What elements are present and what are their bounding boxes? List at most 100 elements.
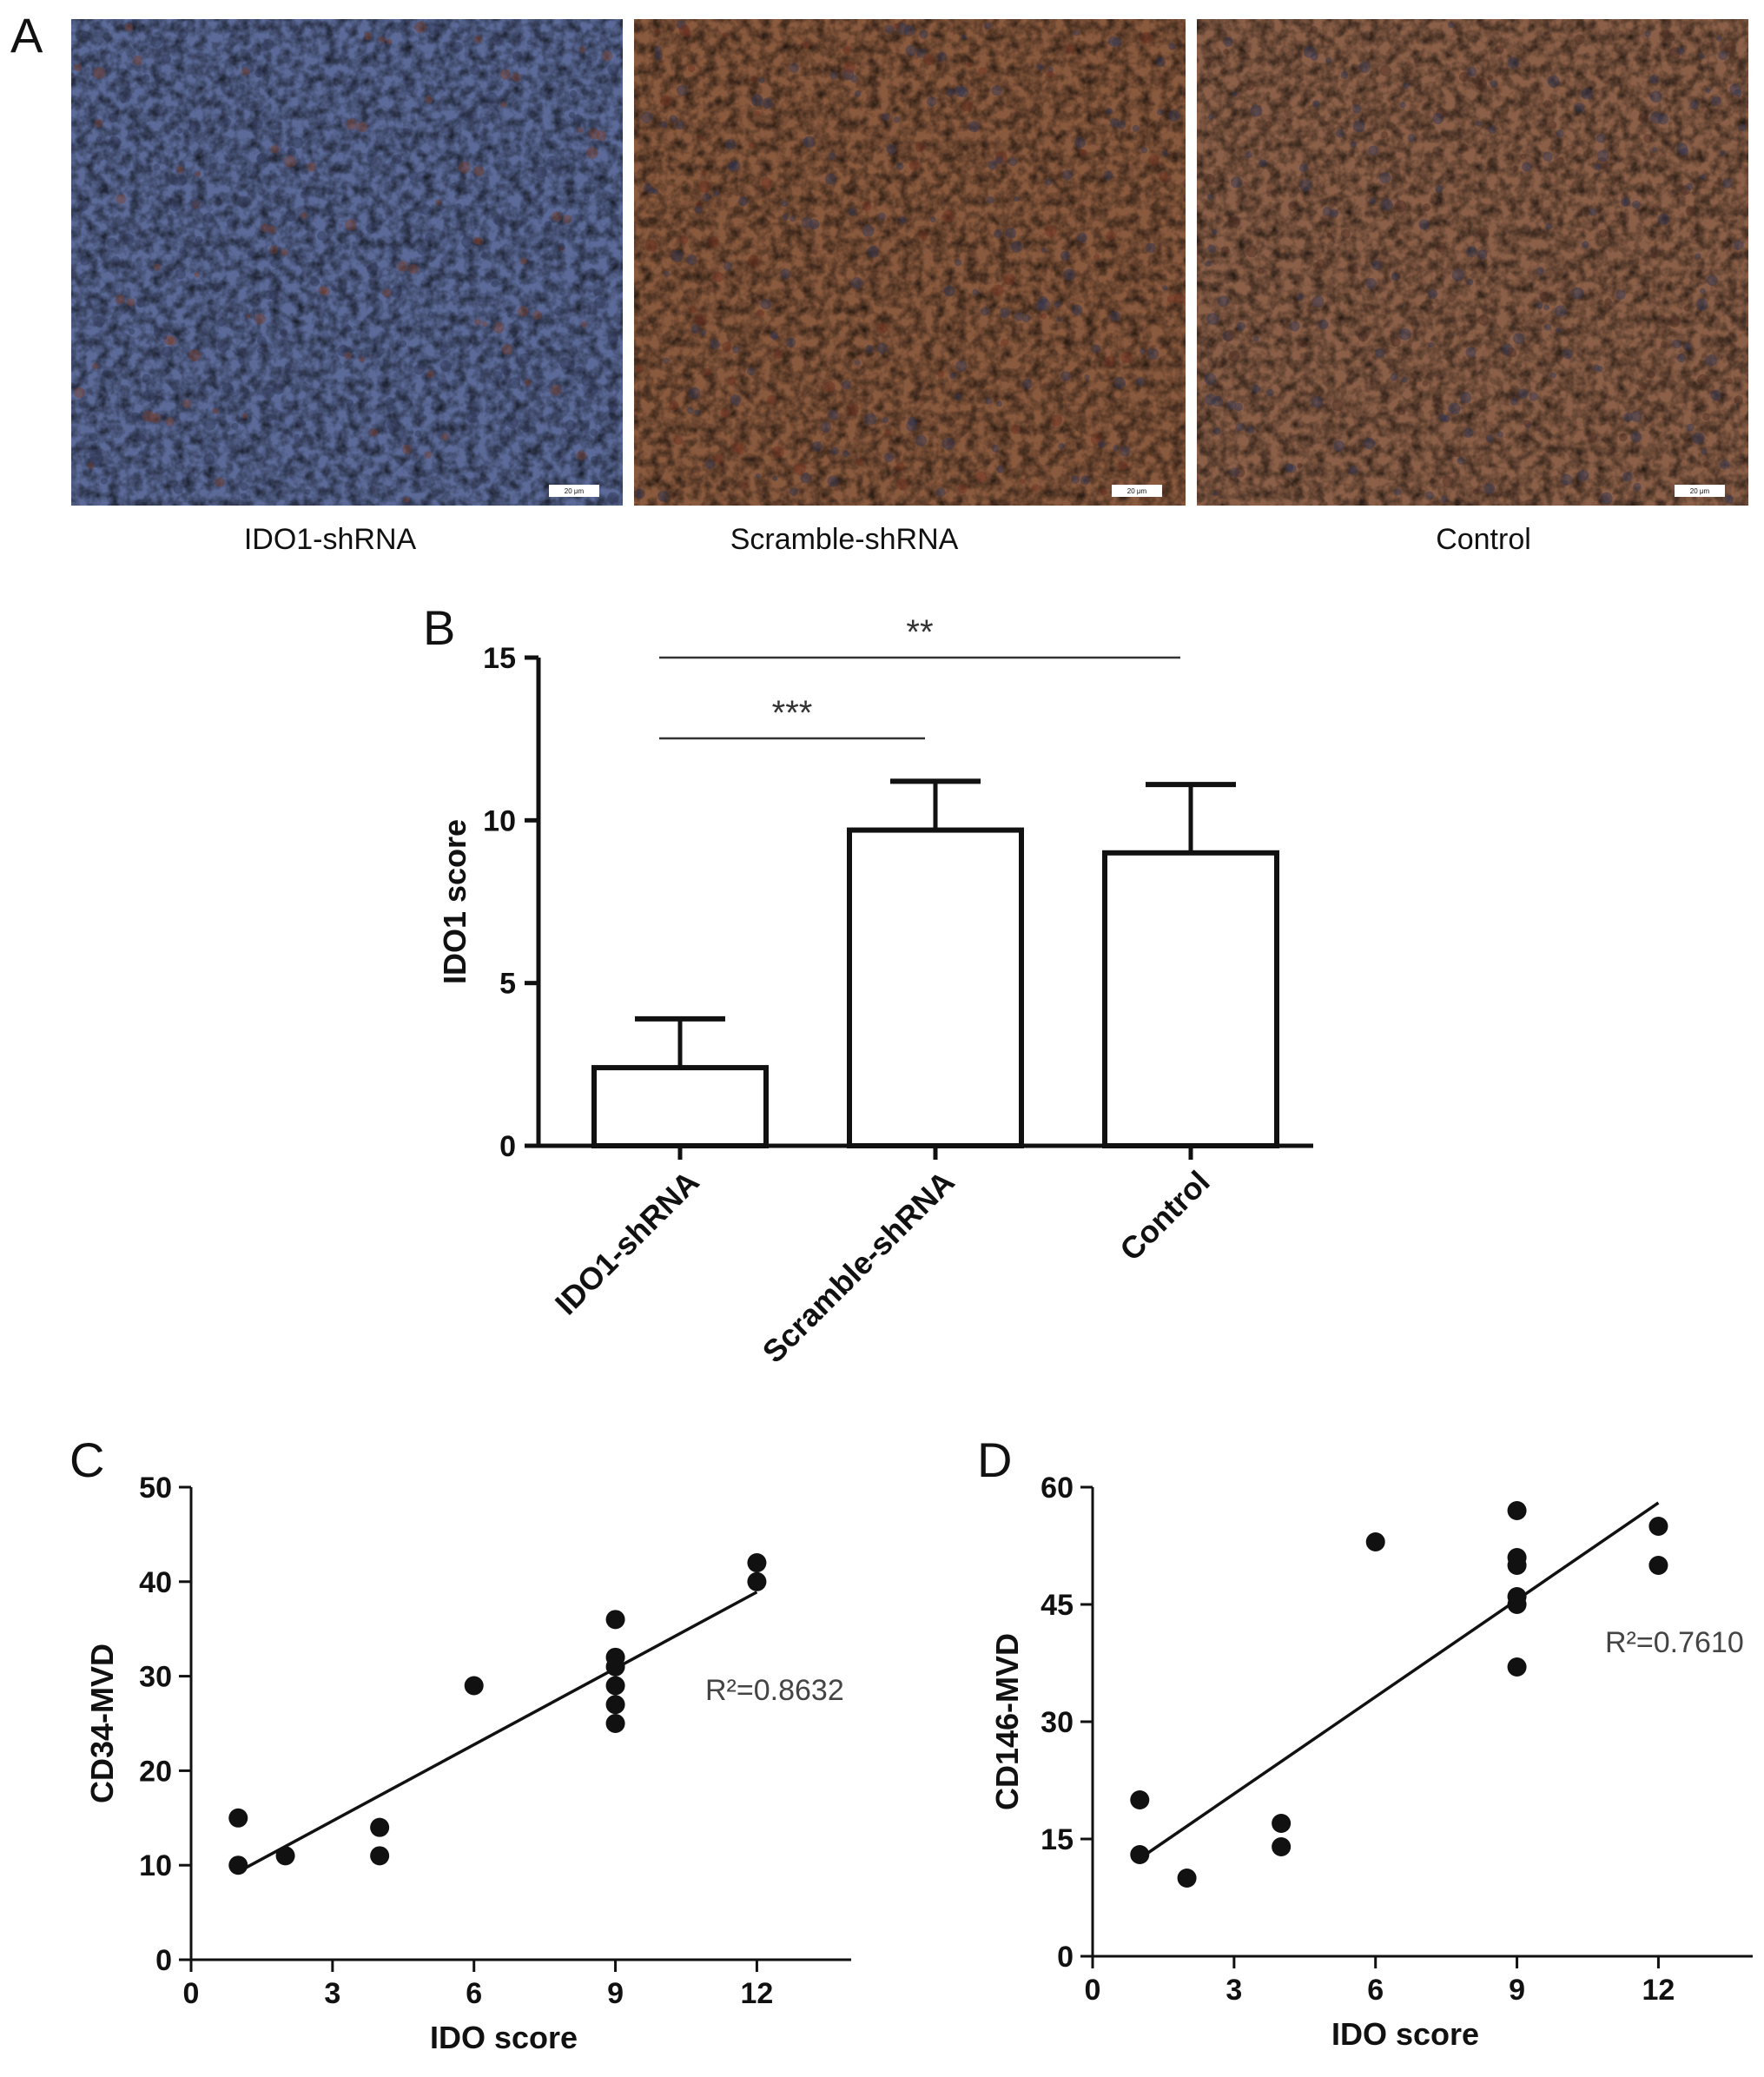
y-tick-label: 50 xyxy=(139,1472,172,1505)
data-point xyxy=(1272,1837,1292,1856)
cell-nucleus xyxy=(1074,137,1086,149)
cell-nucleus xyxy=(526,39,532,45)
cell-nucleus xyxy=(399,340,407,347)
cell-nucleus xyxy=(1720,150,1726,156)
cell-nucleus xyxy=(1245,246,1258,258)
cell-nucleus xyxy=(256,153,268,164)
data-point xyxy=(1507,1556,1527,1575)
cell-nucleus xyxy=(1223,49,1230,56)
cell-nucleus xyxy=(1536,301,1543,309)
cell-nucleus xyxy=(731,441,743,453)
cell-nucleus xyxy=(842,45,852,55)
y-tick-label: 60 xyxy=(1041,1472,1074,1505)
cell-nucleus xyxy=(456,26,465,35)
cell-nucleus xyxy=(1593,364,1600,372)
cell-nucleus xyxy=(766,394,776,405)
cell-nucleus xyxy=(1418,219,1430,230)
cell-nucleus xyxy=(1436,108,1447,119)
cell-nucleus xyxy=(506,416,519,429)
cell-nucleus xyxy=(413,364,425,375)
x-tick-label: 9 xyxy=(1509,1974,1525,2007)
r-squared-label: R²=0.8632 xyxy=(705,1674,844,1707)
data-point xyxy=(1507,1501,1527,1520)
cell-nucleus xyxy=(344,352,352,360)
cell-nucleus xyxy=(854,90,862,97)
cell-nucleus xyxy=(435,199,442,206)
cell-nucleus xyxy=(1633,482,1642,491)
cell-nucleus xyxy=(842,69,855,81)
cell-nucleus xyxy=(1289,321,1300,332)
cell-nucleus xyxy=(1330,208,1338,218)
x-tick-label: Scramble-shRNA xyxy=(756,1164,961,1370)
cell-nucleus xyxy=(854,359,861,366)
cell-nucleus xyxy=(546,464,552,471)
cell-nucleus xyxy=(1461,143,1469,151)
cell-nucleus xyxy=(94,119,103,128)
cell-nucleus xyxy=(644,239,657,252)
cell-nucleus xyxy=(563,215,572,224)
micrographs: 20 μm IDO1-shRNA 20 μm Scramble-shRNA 20 μm C… xyxy=(71,19,1748,556)
cell-nucleus xyxy=(985,397,993,405)
cell-nucleus xyxy=(241,63,254,75)
cell-nucleus xyxy=(694,314,707,327)
cell-nucleus xyxy=(150,36,162,48)
cell-nucleus xyxy=(1113,376,1126,389)
cell-nucleus xyxy=(239,83,245,89)
cell-nucleus xyxy=(712,189,720,197)
cell-nucleus xyxy=(1734,240,1744,250)
cell-nucleus xyxy=(772,475,778,481)
cell-nucleus xyxy=(988,160,997,170)
cell-nucleus xyxy=(74,63,82,71)
cell-nucleus xyxy=(954,85,966,97)
cell-nucleus xyxy=(261,38,274,51)
cell-nucleus xyxy=(102,369,110,377)
cell-nucleus xyxy=(1496,431,1503,438)
cell-nucleus xyxy=(1685,206,1696,216)
cell-nucleus xyxy=(1245,81,1255,91)
cell-nucleus xyxy=(677,84,688,96)
cell-nucleus xyxy=(1587,433,1598,443)
cell-nucleus xyxy=(153,263,161,271)
cell-nucleus xyxy=(1543,100,1552,109)
significance-label: ** xyxy=(906,613,933,652)
cell-nucleus xyxy=(1697,374,1708,386)
cell-nucleus xyxy=(254,313,266,325)
cell-nucleus xyxy=(702,193,710,202)
cell-nucleus xyxy=(949,372,957,380)
cell-nucleus xyxy=(722,32,728,38)
cell-nucleus xyxy=(469,65,480,76)
cell-nucleus xyxy=(1369,197,1377,204)
cell-nucleus xyxy=(425,233,435,243)
cell-nucleus xyxy=(584,195,590,202)
cell-nucleus xyxy=(1222,330,1233,341)
cell-nucleus xyxy=(660,121,668,129)
panel-d-letter: D xyxy=(977,1432,1012,1487)
cell-nucleus xyxy=(580,321,588,328)
cell-nucleus xyxy=(1549,372,1556,379)
cell-nucleus xyxy=(590,428,598,437)
cell-nucleus xyxy=(401,444,412,454)
cell-nucleus xyxy=(165,417,175,427)
cell-nucleus xyxy=(954,259,962,267)
cell-nucleus xyxy=(1565,327,1572,334)
cell-nucleus xyxy=(1660,341,1668,348)
cell-nucleus xyxy=(1369,304,1376,312)
y-tick-label: 0 xyxy=(499,1130,516,1163)
cell-nucleus xyxy=(414,21,426,33)
cell-nucleus xyxy=(1703,460,1711,468)
data-point xyxy=(1365,1532,1385,1551)
cell-nucleus xyxy=(1596,134,1606,143)
cell-nucleus xyxy=(602,50,613,62)
cell-nucleus xyxy=(1676,47,1685,56)
bar xyxy=(847,827,1024,1148)
scale-bar-label: 20 μm xyxy=(565,487,585,495)
cell-nucleus xyxy=(217,317,227,327)
cell-nucleus xyxy=(1435,185,1444,194)
cell-nucleus xyxy=(675,120,685,130)
cell-nucleus xyxy=(1438,413,1447,422)
cell-nucleus xyxy=(688,387,701,400)
cell-nucleus xyxy=(1045,225,1057,238)
cell-nucleus xyxy=(386,396,394,406)
data-point xyxy=(1130,1845,1150,1864)
cell-nucleus xyxy=(80,255,90,266)
